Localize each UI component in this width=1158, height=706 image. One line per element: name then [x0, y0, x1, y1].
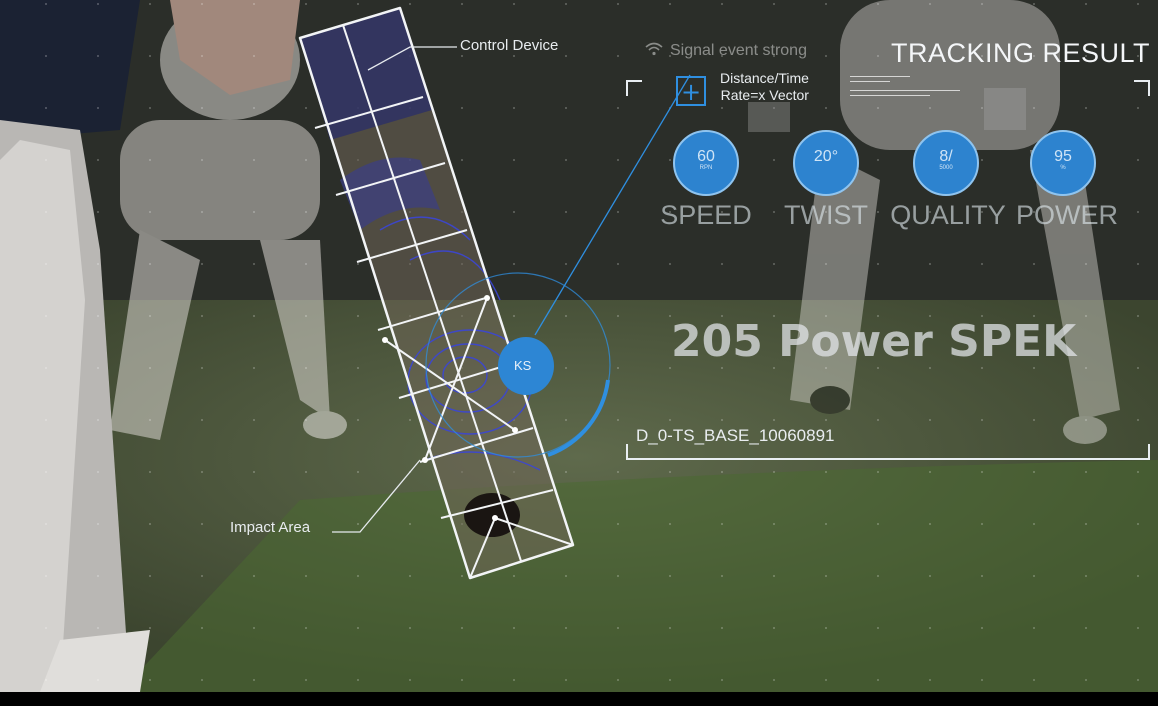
bottom-letterbox — [0, 692, 1158, 706]
distance-line-2: Rate=x Vector — [720, 87, 809, 103]
panel-bottom-rule — [626, 458, 1136, 460]
speed-unit: RPN — [699, 165, 713, 171]
corner-bracket-tl — [626, 80, 642, 96]
quality-value: 8/ — [939, 148, 953, 165]
power-result: 205 Power SPEK — [671, 316, 1077, 367]
quality-unit: 5000 — [939, 165, 953, 171]
power-unit: % — [1060, 165, 1066, 171]
signal-status: Signal event strong — [644, 42, 807, 60]
sensor-node[interactable]: KS — [498, 337, 554, 395]
fielder-right — [790, 0, 1120, 444]
thumbnail-placeholder-2 — [984, 88, 1026, 130]
speed-label: SPEED — [660, 200, 752, 230]
power-gauge: 95 % — [1030, 130, 1096, 196]
speed-value: 60 — [697, 148, 715, 165]
signal-text: Signal event strong — [670, 42, 807, 59]
quality-gauge: 8/ 5000 — [913, 130, 979, 196]
wifi-icon — [645, 42, 663, 56]
add-tracking-button[interactable]: + — [676, 76, 706, 106]
quality-label: QUALITY — [890, 200, 1006, 230]
speed-gauge: 60 RPN — [673, 130, 739, 196]
panel-title: TRACKING RESULT — [890, 38, 1150, 68]
distance-vector-info: Distance/Time Rate=x Vector — [720, 70, 809, 104]
thumbnail-placeholder-1 — [748, 102, 790, 132]
corner-bracket-tr — [1134, 80, 1150, 96]
callout-impact-area: Impact Area — [230, 519, 311, 536]
twist-gauge: 20° — [793, 130, 859, 196]
distance-line-1: Distance/Time — [720, 70, 809, 86]
corner-bracket-br — [1134, 444, 1150, 460]
fine-print-block — [850, 76, 970, 106]
callout-control-device: Control Device — [460, 37, 559, 54]
power-value: 95 — [1054, 148, 1072, 165]
sensor-label: KS — [514, 358, 532, 373]
twist-value: 20° — [813, 148, 839, 165]
power-label: POWER — [1015, 200, 1118, 230]
twist-label: TWIST — [784, 200, 868, 230]
batsman-foreground — [0, 0, 300, 692]
tracking-result-panel: Signal event strong TRACKING RESULT + Di… — [626, 28, 1158, 468]
plus-icon: + — [680, 78, 702, 106]
base-identifier: D_0-TS_BASE_10060891 — [636, 426, 835, 445]
